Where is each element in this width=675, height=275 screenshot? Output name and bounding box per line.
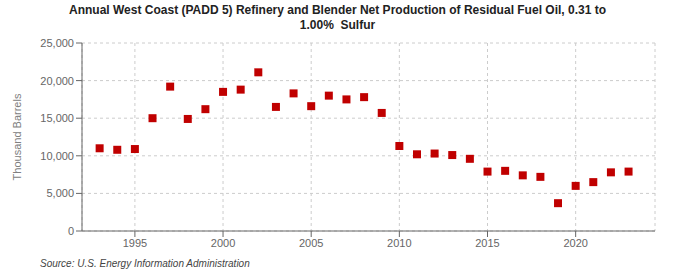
svg-text:0: 0	[68, 225, 74, 237]
svg-text:15,000: 15,000	[40, 112, 74, 124]
html-text:Source: U.S. Energy Informatio: Source: U.S. Energy Information Administ…	[40, 258, 250, 269]
svg-text:2005: 2005	[299, 237, 323, 249]
html-text:1.00% Sulfur: 1.00% Sulfur	[299, 18, 376, 32]
svg-text:Thousand Barrels: Thousand Barrels	[11, 93, 23, 180]
html-text:Annual West Coast (PADD 5) Ref: Annual West Coast (PADD 5) Refinery and …	[69, 3, 606, 17]
svg-text:2000: 2000	[211, 237, 235, 249]
svg-text:2010: 2010	[387, 237, 411, 249]
svg-text:1995: 1995	[123, 237, 147, 249]
svg-text:20,000: 20,000	[40, 75, 74, 87]
svg-text:2015: 2015	[475, 237, 499, 249]
svg-text:25,000: 25,000	[40, 37, 74, 49]
svg-text:2020: 2020	[563, 237, 587, 249]
svg-text:5,000: 5,000	[46, 187, 74, 199]
svg-text:10,000: 10,000	[40, 150, 74, 162]
